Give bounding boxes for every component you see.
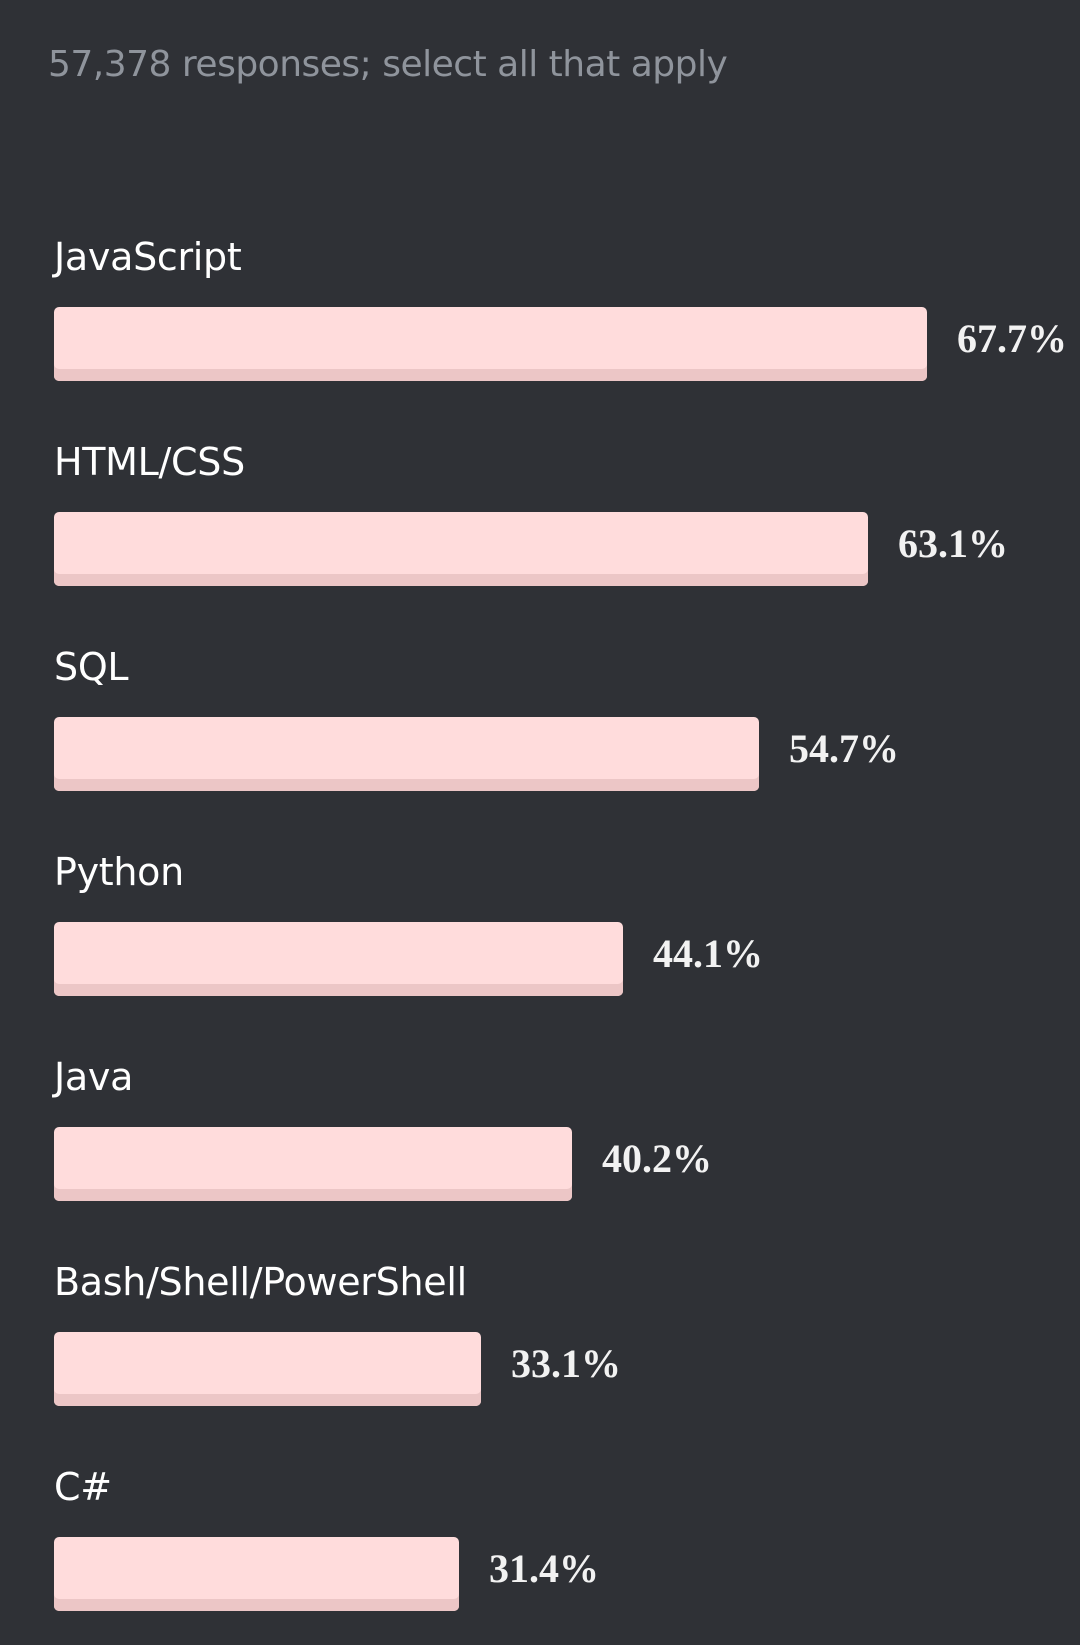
value-label: 33.1% (511, 1341, 621, 1386)
value-label: 40.2% (602, 1136, 712, 1181)
chart-row: Bash/Shell/PowerShell 33.1% (0, 1260, 1080, 1440)
bar (54, 307, 927, 381)
category-label: SQL (54, 645, 129, 689)
bar (54, 1537, 459, 1611)
value-label: 67.7% (957, 316, 1067, 361)
bar (54, 922, 623, 996)
chart-row: HTML/CSS 63.1% (0, 440, 1080, 620)
value-label: 54.7% (789, 726, 899, 771)
category-label: JavaScript (54, 235, 242, 279)
value-label: 63.1% (898, 521, 1008, 566)
bar (54, 512, 868, 586)
category-label: Java (54, 1055, 134, 1099)
chart-row: JavaScript 67.7% (0, 235, 1080, 415)
chart-row: C# 31.4% (0, 1465, 1080, 1645)
chart-row: Python 44.1% (0, 850, 1080, 1030)
category-label: C# (54, 1465, 112, 1509)
value-label: 44.1% (653, 931, 763, 976)
value-label: 31.4% (489, 1546, 599, 1591)
bar (54, 1332, 481, 1406)
chart-row: SQL 54.7% (0, 645, 1080, 825)
chart-subtitle: 57,378 responses; select all that apply (48, 44, 728, 85)
category-label: Bash/Shell/PowerShell (54, 1260, 467, 1304)
category-label: HTML/CSS (54, 440, 245, 484)
bar (54, 1127, 572, 1201)
chart-row: Java 40.2% (0, 1055, 1080, 1235)
bar (54, 717, 759, 791)
category-label: Python (54, 850, 184, 894)
